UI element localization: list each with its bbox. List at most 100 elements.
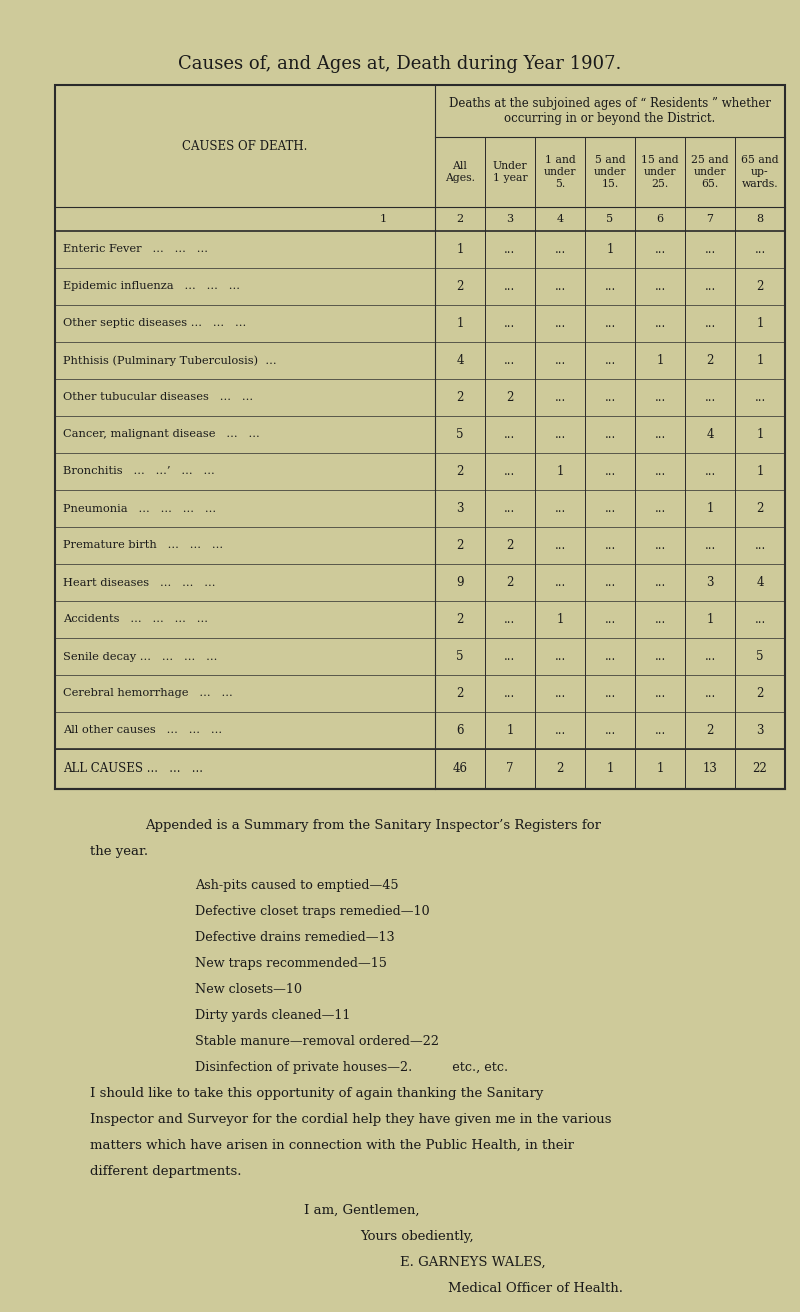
Text: Medical Officer of Health.: Medical Officer of Health. [448, 1282, 623, 1295]
Text: 6: 6 [456, 724, 464, 737]
Text: 2: 2 [457, 214, 463, 224]
Text: Disinfection of private houses—2.          etc., etc.: Disinfection of private houses—2. etc., … [195, 1061, 508, 1073]
Text: 1: 1 [706, 613, 714, 626]
Text: ...: ... [504, 428, 516, 441]
Text: 65 and
up-
wards.: 65 and up- wards. [741, 155, 779, 189]
Text: ...: ... [554, 391, 566, 404]
Text: ...: ... [604, 649, 616, 663]
Text: E. GARNEYS WALES,: E. GARNEYS WALES, [400, 1256, 546, 1269]
Text: ...: ... [654, 464, 666, 478]
Text: ...: ... [604, 318, 616, 331]
Text: I am, Gentlemen,: I am, Gentlemen, [304, 1204, 419, 1216]
Text: 8: 8 [757, 214, 763, 224]
Text: CAUSES OF DEATH.: CAUSES OF DEATH. [182, 139, 308, 152]
Text: 5 and
under
15.: 5 and under 15. [594, 155, 626, 189]
Text: ...: ... [554, 539, 566, 552]
Text: Other septic diseases ...   ...   ...: Other septic diseases ... ... ... [63, 319, 246, 328]
Text: ...: ... [604, 391, 616, 404]
Text: Accidents   ...   ...   ...   ...: Accidents ... ... ... ... [63, 614, 208, 625]
Text: 2: 2 [756, 279, 764, 293]
Text: ...: ... [604, 539, 616, 552]
Text: ...: ... [504, 613, 516, 626]
Text: Other tubucular diseases   ...   ...: Other tubucular diseases ... ... [63, 392, 253, 403]
Text: 1: 1 [756, 318, 764, 331]
Text: ...: ... [554, 243, 566, 256]
Text: ...: ... [704, 464, 716, 478]
Text: ...: ... [504, 243, 516, 256]
Text: ...: ... [554, 502, 566, 516]
Text: 1: 1 [556, 464, 564, 478]
Text: ...: ... [554, 354, 566, 367]
Text: 2: 2 [506, 539, 514, 552]
Text: New closets—10: New closets—10 [195, 983, 302, 996]
Text: Cancer, malignant disease   ...   ...: Cancer, malignant disease ... ... [63, 429, 260, 440]
Text: 1: 1 [656, 762, 664, 775]
Text: Premature birth   ...   ...   ...: Premature birth ... ... ... [63, 541, 223, 551]
Text: Stable manure—removal ordered—22: Stable manure—removal ordered—22 [195, 1035, 439, 1048]
Text: different departments.: different departments. [90, 1165, 242, 1178]
Text: ...: ... [704, 687, 716, 701]
Text: 1: 1 [506, 724, 514, 737]
Text: ...: ... [504, 687, 516, 701]
Text: 4: 4 [756, 576, 764, 589]
Text: Heart diseases   ...   ...   ...: Heart diseases ... ... ... [63, 577, 215, 588]
Text: ...: ... [604, 502, 616, 516]
Text: I should like to take this opportunity of again thanking the Sanitary: I should like to take this opportunity o… [90, 1086, 543, 1099]
Text: 3: 3 [706, 576, 714, 589]
Text: ...: ... [604, 724, 616, 737]
Text: ...: ... [504, 649, 516, 663]
Text: ...: ... [654, 502, 666, 516]
Text: 46: 46 [453, 762, 467, 775]
Text: ...: ... [704, 318, 716, 331]
Text: ...: ... [654, 428, 666, 441]
Text: All
Ages.: All Ages. [445, 161, 475, 182]
Text: 1: 1 [380, 214, 387, 224]
Text: 1 and
under
5.: 1 and under 5. [544, 155, 576, 189]
Text: ...: ... [704, 279, 716, 293]
Text: Defective closet traps remedied—10: Defective closet traps remedied—10 [195, 905, 430, 918]
Text: ...: ... [554, 687, 566, 701]
Text: 2: 2 [706, 724, 714, 737]
Text: ...: ... [504, 464, 516, 478]
Text: 25 and
under
65.: 25 and under 65. [691, 155, 729, 189]
Text: 1: 1 [756, 354, 764, 367]
Text: 4: 4 [706, 428, 714, 441]
Text: ...: ... [654, 687, 666, 701]
Bar [55, 85, 785, 789]
Text: ALL CAUSES ...   ...   ...: ALL CAUSES ... ... ... [63, 762, 203, 775]
Text: ...: ... [654, 279, 666, 293]
Text: 1: 1 [456, 243, 464, 256]
Text: ...: ... [654, 724, 666, 737]
Text: 2: 2 [506, 391, 514, 404]
Text: Senile decay ...   ...   ...   ...: Senile decay ... ... ... ... [63, 652, 218, 661]
Text: ...: ... [554, 724, 566, 737]
Text: Causes of, and Ages at, Death during Year 1907.: Causes of, and Ages at, Death during Yea… [178, 55, 622, 73]
Text: ...: ... [554, 428, 566, 441]
Text: ...: ... [604, 354, 616, 367]
Text: ...: ... [654, 391, 666, 404]
Text: 2: 2 [756, 502, 764, 516]
Text: ...: ... [754, 613, 766, 626]
Text: ...: ... [654, 576, 666, 589]
Text: ...: ... [604, 576, 616, 589]
Text: ...: ... [704, 539, 716, 552]
Text: 6: 6 [657, 214, 663, 224]
Text: 1: 1 [656, 354, 664, 367]
Text: ...: ... [754, 391, 766, 404]
Text: ...: ... [704, 243, 716, 256]
Text: 22: 22 [753, 762, 767, 775]
Text: 1: 1 [606, 762, 614, 775]
Text: ...: ... [554, 576, 566, 589]
Text: ...: ... [654, 649, 666, 663]
Text: matters which have arisen in connection with the Public Health, in their: matters which have arisen in connection … [90, 1139, 574, 1152]
Text: Epidemic influenza   ...   ...   ...: Epidemic influenza ... ... ... [63, 282, 240, 291]
Text: 7: 7 [706, 214, 714, 224]
Text: Yours obediently,: Yours obediently, [360, 1229, 474, 1242]
Text: ...: ... [604, 613, 616, 626]
Text: Under
1 year: Under 1 year [493, 161, 527, 182]
Text: ...: ... [554, 649, 566, 663]
Text: 2: 2 [756, 687, 764, 701]
Text: 2: 2 [456, 391, 464, 404]
Text: ...: ... [504, 318, 516, 331]
Text: 3: 3 [456, 502, 464, 516]
